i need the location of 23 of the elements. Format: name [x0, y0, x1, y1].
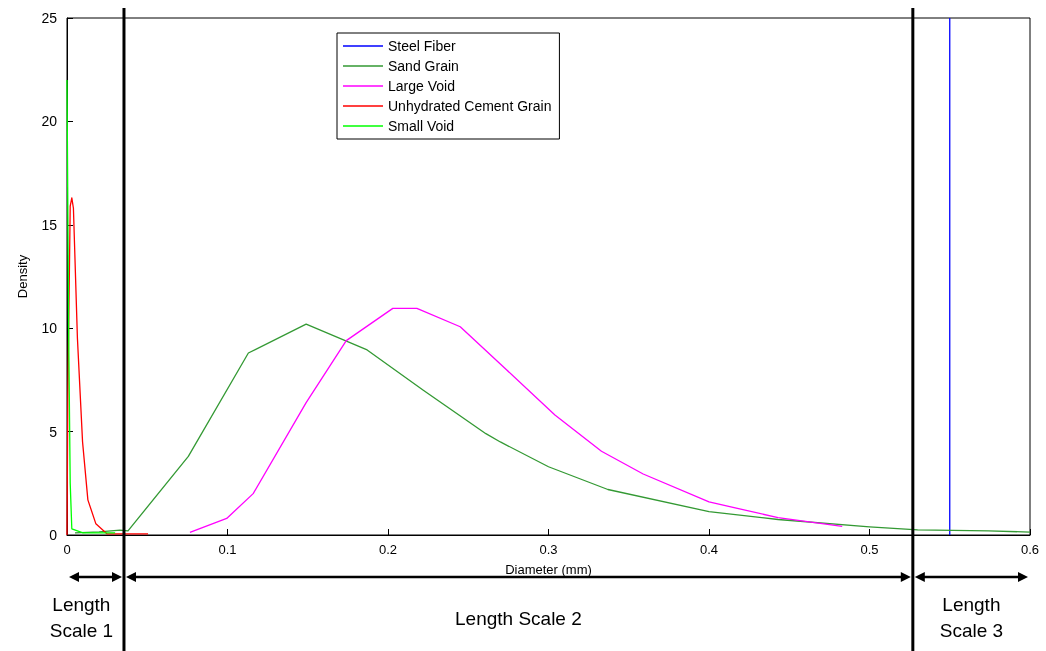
- legend-label: Steel Fiber: [388, 38, 457, 54]
- y-tick-label: 15: [41, 216, 58, 233]
- legend-label: Sand Grain: [388, 58, 459, 74]
- x-tick-label: 0.5: [860, 542, 879, 557]
- y-axis-title: Density: [15, 254, 30, 299]
- text: Length Scale 1: [49, 594, 114, 641]
- y-tick-label: 10: [41, 320, 58, 337]
- legend-label: Unhydrated Cement Grain: [388, 98, 552, 114]
- legend-label: Large Void: [388, 78, 455, 94]
- x-tick-label: 0.2: [378, 542, 398, 557]
- text: Length Scale 3: [939, 594, 1004, 641]
- x-tick-label: 0.1: [218, 542, 237, 557]
- y-tick-label: 5: [49, 423, 58, 440]
- y-tick-label: 25: [41, 10, 58, 26]
- x-tick-label: 0.6: [1020, 542, 1040, 557]
- text: Length Scale 2: [455, 608, 582, 629]
- y-tick-label: 0: [49, 527, 58, 543]
- y-tick-label: 20: [41, 113, 58, 130]
- x-tick-label: 0.4: [699, 542, 719, 557]
- x-tick-label: 0: [63, 542, 71, 557]
- x-tick-label: 0.3: [539, 542, 558, 557]
- x-axis-title: Diameter (mm): [505, 562, 592, 577]
- legend-label: Small Void: [388, 118, 455, 134]
